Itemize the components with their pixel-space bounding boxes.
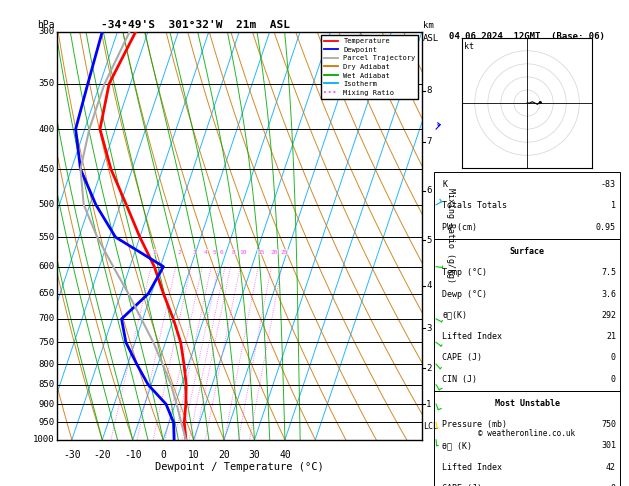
Text: 0: 0 <box>611 484 616 486</box>
Text: -30: -30 <box>63 450 81 460</box>
Text: 950: 950 <box>38 418 55 427</box>
Text: 6: 6 <box>426 187 431 195</box>
Text: 2: 2 <box>426 364 431 373</box>
Text: 10: 10 <box>240 250 247 255</box>
Text: 30: 30 <box>248 450 260 460</box>
Text: 850: 850 <box>38 380 55 389</box>
Text: 3: 3 <box>192 250 196 255</box>
Text: Totals Totals: Totals Totals <box>442 201 507 210</box>
Text: 15: 15 <box>257 250 265 255</box>
Text: 0: 0 <box>611 375 616 383</box>
Text: 0: 0 <box>160 450 166 460</box>
Text: 42: 42 <box>606 463 616 472</box>
Text: 3.6: 3.6 <box>601 290 616 298</box>
Text: 400: 400 <box>38 124 55 134</box>
Text: ASL: ASL <box>423 35 439 43</box>
Text: km: km <box>423 20 433 30</box>
Text: 10: 10 <box>187 450 199 460</box>
Text: 40: 40 <box>279 450 291 460</box>
Text: 1: 1 <box>426 399 431 409</box>
Text: CAPE (J): CAPE (J) <box>442 484 482 486</box>
Text: 21: 21 <box>606 332 616 341</box>
Text: Surface: Surface <box>509 247 545 256</box>
Text: -34°49'S  301°32'W  21m  ASL: -34°49'S 301°32'W 21m ASL <box>101 19 290 30</box>
Bar <box>434 240 620 391</box>
Legend: Temperature, Dewpoint, Parcel Trajectory, Dry Adiabat, Wet Adiabat, Isotherm, Mi: Temperature, Dewpoint, Parcel Trajectory… <box>321 35 418 99</box>
Text: 500: 500 <box>38 200 55 209</box>
Text: Dewp (°C): Dewp (°C) <box>442 290 487 298</box>
Bar <box>434 173 620 240</box>
Text: 6: 6 <box>220 250 223 255</box>
Text: 450: 450 <box>38 165 55 174</box>
Text: 600: 600 <box>38 262 55 271</box>
Text: 0.95: 0.95 <box>596 223 616 232</box>
Text: 20: 20 <box>270 250 278 255</box>
Text: 7: 7 <box>426 137 431 146</box>
Text: θᴄ (K): θᴄ (K) <box>442 441 472 451</box>
Text: 4: 4 <box>426 281 431 290</box>
Text: 550: 550 <box>38 233 55 242</box>
Text: Most Unstable: Most Unstable <box>494 399 560 408</box>
Text: 292: 292 <box>601 311 616 320</box>
Text: Dewpoint / Temperature (°C): Dewpoint / Temperature (°C) <box>155 462 324 472</box>
Text: 8: 8 <box>426 86 431 95</box>
Text: Lifted Index: Lifted Index <box>442 463 502 472</box>
Text: Lifted Index: Lifted Index <box>442 332 502 341</box>
Text: Mixing Ratio (g/kg): Mixing Ratio (g/kg) <box>446 188 455 283</box>
Text: 300: 300 <box>38 27 55 36</box>
Text: -10: -10 <box>124 450 142 460</box>
Text: CIN (J): CIN (J) <box>442 375 477 383</box>
Text: 301: 301 <box>601 441 616 451</box>
Text: θᴄ(K): θᴄ(K) <box>442 311 467 320</box>
Text: PW (cm): PW (cm) <box>442 223 477 232</box>
Text: 750: 750 <box>601 420 616 429</box>
Text: Temp (°C): Temp (°C) <box>442 268 487 278</box>
Text: 350: 350 <box>38 79 55 88</box>
Text: -83: -83 <box>601 180 616 189</box>
Bar <box>434 391 620 486</box>
Text: Pressure (mb): Pressure (mb) <box>442 420 507 429</box>
Text: K: K <box>442 180 447 189</box>
Text: 0: 0 <box>611 353 616 362</box>
Text: 650: 650 <box>38 289 55 298</box>
Text: 1: 1 <box>611 201 616 210</box>
Text: 1000: 1000 <box>33 435 55 444</box>
Text: 8: 8 <box>232 250 235 255</box>
Text: 5: 5 <box>213 250 216 255</box>
Text: 2: 2 <box>177 250 181 255</box>
Text: © weatheronline.co.uk: © weatheronline.co.uk <box>479 429 576 438</box>
Text: 20: 20 <box>218 450 230 460</box>
Text: -20: -20 <box>94 450 111 460</box>
Text: 4: 4 <box>204 250 207 255</box>
Text: 900: 900 <box>38 399 55 409</box>
Text: 5: 5 <box>426 236 431 244</box>
Text: 750: 750 <box>38 338 55 347</box>
Text: LCL: LCL <box>423 422 438 431</box>
Text: 04.06.2024  12GMT  (Base: 06): 04.06.2024 12GMT (Base: 06) <box>449 32 605 41</box>
Text: 7.5: 7.5 <box>601 268 616 278</box>
Text: CAPE (J): CAPE (J) <box>442 353 482 362</box>
Text: 1: 1 <box>153 250 157 255</box>
Text: 25: 25 <box>281 250 288 255</box>
Text: 3: 3 <box>426 324 431 333</box>
Text: 800: 800 <box>38 360 55 369</box>
Text: hPa: hPa <box>37 19 55 30</box>
Text: 700: 700 <box>38 314 55 323</box>
